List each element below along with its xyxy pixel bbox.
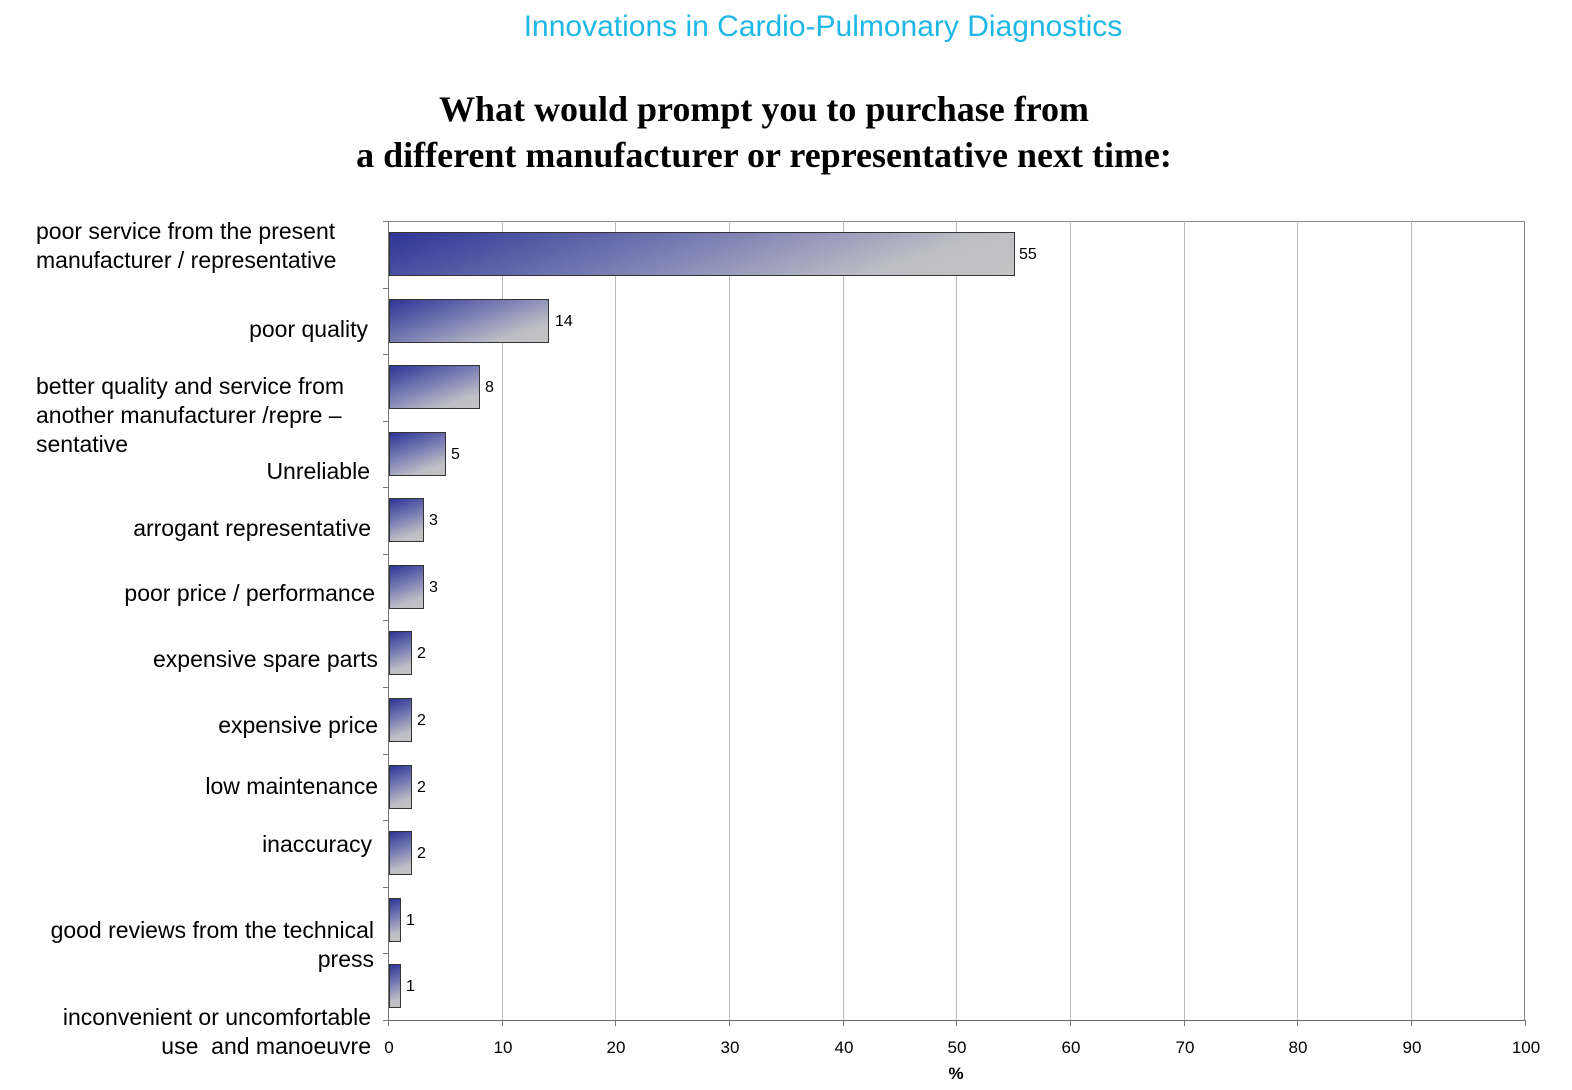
gridline bbox=[956, 221, 957, 1020]
y-tick bbox=[383, 288, 388, 289]
x-tick bbox=[1525, 1020, 1526, 1026]
category-label: arrogant representative bbox=[133, 515, 371, 541]
x-tick bbox=[1070, 1020, 1071, 1026]
y-tick bbox=[383, 953, 388, 954]
x-tick-label: 10 bbox=[493, 1038, 513, 1057]
bar bbox=[389, 698, 412, 742]
x-tick bbox=[1411, 1020, 1412, 1026]
chart-subtitle: Innovations in Cardio-Pulmonary Diagnost… bbox=[523, 10, 1123, 43]
category-label: low maintenance bbox=[205, 773, 378, 799]
chart-title-line1: What would prompt you to purchase from bbox=[438, 89, 1090, 129]
gridline bbox=[1411, 221, 1412, 1020]
y-tick bbox=[383, 221, 388, 222]
y-tick bbox=[383, 421, 388, 422]
bar-value-label: 14 bbox=[555, 313, 573, 330]
x-tick-label: 20 bbox=[606, 1038, 626, 1057]
gridline bbox=[1184, 221, 1185, 1020]
category-label: good reviews from the technical press bbox=[50, 917, 374, 972]
x-tick-label: 60 bbox=[1061, 1038, 1081, 1057]
bar bbox=[389, 498, 424, 542]
y-tick bbox=[383, 754, 388, 755]
bar bbox=[389, 898, 401, 942]
y-tick bbox=[383, 887, 388, 888]
bar-value-label: 1 bbox=[406, 978, 415, 995]
x-tick-label: 30 bbox=[720, 1038, 740, 1057]
y-tick bbox=[383, 620, 388, 621]
category-label: inaccuracy bbox=[262, 831, 372, 857]
x-tick-label: 70 bbox=[1175, 1038, 1195, 1057]
x-tick bbox=[1184, 1020, 1185, 1026]
chart-title-line2: a different manufacturer or representati… bbox=[356, 135, 1172, 175]
bar-value-label: 8 bbox=[485, 379, 494, 396]
x-tick bbox=[502, 1020, 503, 1026]
bar bbox=[389, 631, 412, 675]
x-tick-label: 40 bbox=[834, 1038, 854, 1057]
x-tick bbox=[956, 1020, 957, 1026]
x-tick-label: 100 bbox=[1511, 1038, 1541, 1057]
category-label: poor price / performance bbox=[124, 580, 375, 606]
x-axis-title: % bbox=[948, 1064, 964, 1083]
category-label: inconvenient or uncomfortable use and ma… bbox=[62, 1004, 371, 1059]
x-tick bbox=[843, 1020, 844, 1026]
category-label: poor service from the present manufactur… bbox=[36, 218, 337, 273]
x-axis bbox=[388, 1020, 1526, 1021]
bar-value-label: 2 bbox=[417, 779, 426, 796]
bar-value-label: 2 bbox=[417, 645, 426, 662]
bar bbox=[389, 299, 549, 343]
bar-value-label: 1 bbox=[406, 912, 415, 929]
gridline bbox=[502, 221, 503, 1020]
bar bbox=[389, 365, 480, 409]
bar-value-label: 3 bbox=[429, 579, 438, 596]
x-tick-label: 50 bbox=[947, 1038, 967, 1057]
gridline bbox=[729, 221, 730, 1020]
bar bbox=[389, 964, 401, 1008]
bar bbox=[389, 232, 1015, 276]
gridline bbox=[615, 221, 616, 1020]
bar bbox=[389, 831, 412, 875]
y-tick bbox=[383, 687, 388, 688]
category-label: expensive spare parts bbox=[152, 646, 378, 672]
category-label: poor quality bbox=[249, 316, 368, 342]
x-tick-label: 80 bbox=[1288, 1038, 1308, 1057]
x-tick-label: 90 bbox=[1402, 1038, 1422, 1057]
bar-value-label: 55 bbox=[1019, 246, 1037, 263]
category-label: Unreliable bbox=[266, 458, 370, 484]
bar-value-label: 2 bbox=[417, 845, 426, 862]
chart-title: What would prompt you to purchase from a… bbox=[0, 86, 1528, 178]
y-tick bbox=[383, 820, 388, 821]
category-label: better quality and service from another … bbox=[36, 373, 345, 457]
gridline bbox=[1297, 221, 1298, 1020]
x-tick bbox=[1297, 1020, 1298, 1026]
x-tick bbox=[729, 1020, 730, 1026]
y-tick bbox=[383, 1020, 388, 1021]
x-tick-label: 0 bbox=[384, 1038, 394, 1057]
gridline bbox=[1070, 221, 1071, 1020]
y-axis bbox=[388, 221, 389, 1021]
bar bbox=[389, 432, 446, 476]
bar-value-label: 3 bbox=[429, 512, 438, 529]
bar bbox=[389, 565, 424, 609]
x-tick bbox=[388, 1020, 389, 1026]
y-tick bbox=[383, 354, 388, 355]
bar-value-label: 2 bbox=[417, 712, 426, 729]
y-tick bbox=[383, 554, 388, 555]
x-tick bbox=[615, 1020, 616, 1026]
category-label: expensive price bbox=[218, 712, 378, 738]
bar bbox=[389, 765, 412, 809]
bar-value-label: 5 bbox=[451, 446, 460, 463]
gridline bbox=[843, 221, 844, 1020]
y-tick bbox=[383, 487, 388, 488]
